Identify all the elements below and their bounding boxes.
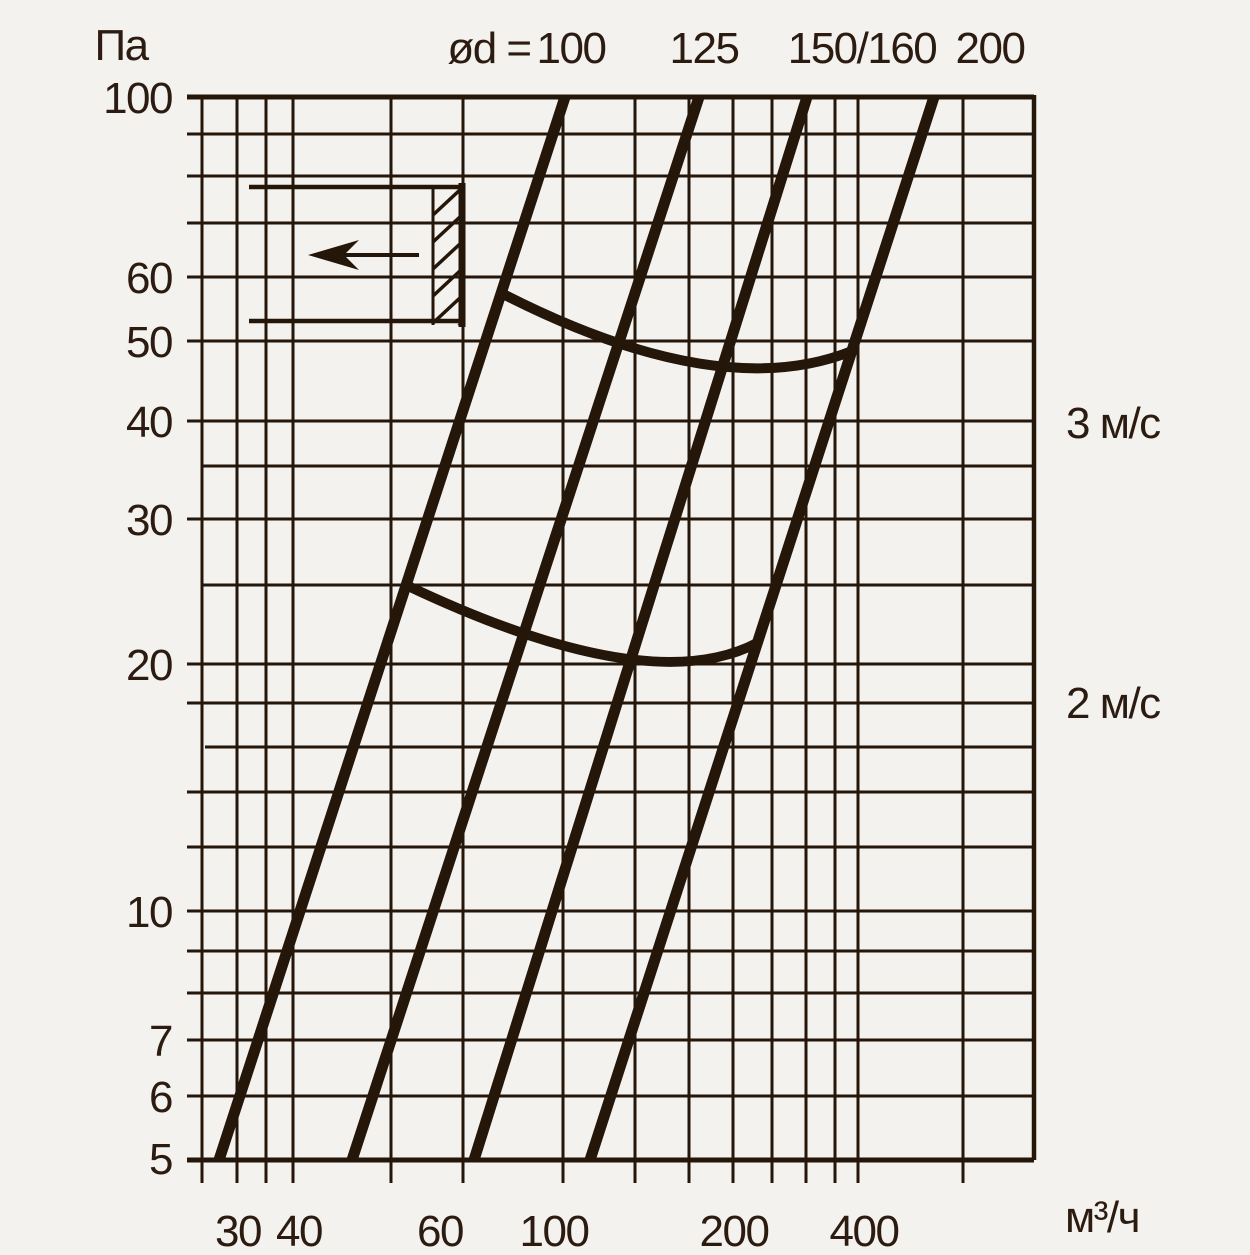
y-tick-label: 60 — [126, 254, 172, 303]
y-tick-label: 40 — [126, 398, 172, 447]
flow-arrow-icon — [308, 240, 359, 270]
velocity-curve-2ms — [403, 580, 760, 667]
x-tick-label: 200 — [700, 1207, 769, 1250]
diameter-header-label: 150/160 — [788, 24, 937, 73]
inset-grille-hatch — [433, 294, 462, 325]
inset-grille-hatch — [433, 267, 462, 298]
x-tick-label: 400 — [830, 1207, 899, 1250]
diameter-line-150/160 — [468, 95, 813, 1162]
diameter-header-label: 200 — [956, 24, 1025, 73]
velocity-label-3ms: 3 м/с — [1066, 399, 1160, 448]
y-tick-label: 7 — [149, 1017, 172, 1066]
x-tick-label: 100 — [520, 1207, 589, 1250]
x-tick-label: 40 — [276, 1207, 322, 1250]
diameter-line-200 — [584, 95, 940, 1162]
y-tick-label: 100 — [103, 74, 172, 123]
velocity-label-2ms: 2 м/с — [1066, 679, 1160, 728]
inset-grille-hatch — [433, 213, 462, 244]
y-tick-label: 50 — [126, 318, 172, 367]
inset-grille-hatch — [433, 240, 462, 271]
y-tick-label: 10 — [126, 888, 172, 937]
x-axis-unit: м³/ч — [1065, 1193, 1139, 1242]
diameter-header-label: 125 — [670, 24, 739, 73]
y-axis-unit: Па — [94, 21, 149, 70]
inset-grille-hatch — [433, 188, 462, 217]
velocity-curve-3ms — [502, 290, 854, 374]
diameter-line-125 — [346, 95, 705, 1162]
diameter-header-label: 100 — [537, 24, 606, 73]
x-tick-label: 60 — [417, 1207, 463, 1250]
y-tick-label: 30 — [126, 496, 172, 545]
y-tick-label: 6 — [149, 1073, 172, 1122]
y-tick-label: 20 — [126, 641, 172, 690]
inset-grille-hatch — [457, 321, 462, 325]
y-tick-label: 5 — [149, 1135, 172, 1184]
diameter-line-100 — [213, 95, 571, 1162]
x-tick-label: 30 — [215, 1207, 261, 1250]
diameter-header-label: ød = — [447, 24, 530, 73]
